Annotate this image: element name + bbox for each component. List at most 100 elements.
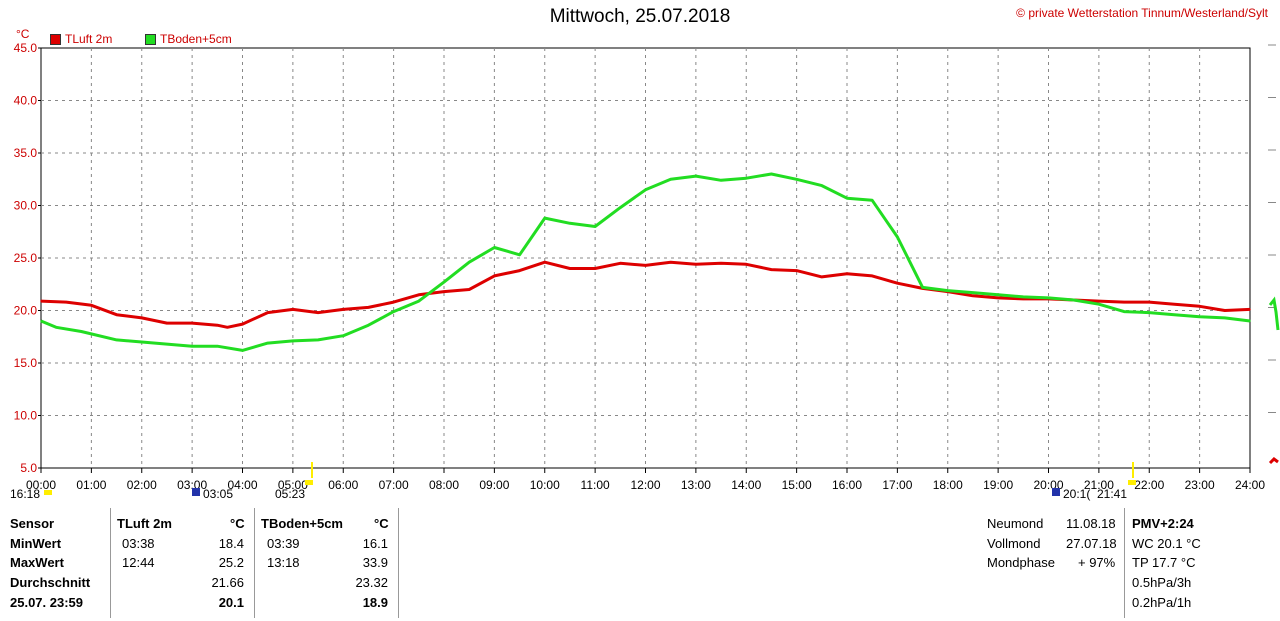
data-point-tboden	[896, 236, 899, 238]
data-point-tluft	[65, 301, 67, 303]
data-point-tboden	[392, 310, 395, 313]
x-tick-label: 09:00	[479, 478, 509, 492]
data-point-tboden	[644, 188, 647, 191]
stats-value: 21.66	[211, 575, 244, 590]
data-point-tboden	[846, 197, 848, 199]
data-point-tboden	[1022, 296, 1025, 298]
data-point-tboden	[1123, 310, 1125, 313]
data-point-tluft	[418, 293, 420, 296]
data-point-tboden	[216, 345, 219, 348]
x-tick-label: 21:00	[1084, 478, 1114, 492]
data-point-tboden	[997, 293, 999, 296]
data-point-tluft	[871, 275, 873, 277]
y-tick-label: 25.0	[14, 251, 38, 265]
stats-value: 25.2	[218, 555, 244, 570]
x-tick-label: 08:00	[429, 478, 459, 492]
data-point-tluft	[266, 311, 269, 314]
data-point-tboden	[1047, 297, 1050, 299]
y-tick-label: 5.0	[20, 461, 37, 475]
stats-value: 16.1	[362, 536, 388, 551]
data-point-tboden	[80, 330, 83, 333]
stats-time: 12:44	[122, 555, 155, 570]
sun-marker	[44, 490, 52, 495]
data-point-tboden	[342, 334, 345, 337]
x-tick-label: 16:00	[832, 478, 862, 492]
stats-header-tluft: TLuft 2m	[117, 516, 172, 531]
x-tick-label: 10:00	[530, 478, 560, 492]
x-tick-label: 00:00	[26, 478, 56, 492]
x-tick-label: 19:00	[983, 478, 1013, 492]
stats-time: 13:18	[267, 555, 300, 570]
data-point-tluft	[619, 262, 622, 265]
stats-time: 03:38	[122, 536, 155, 551]
data-point-tluft	[241, 323, 244, 325]
legend-swatch-green	[145, 33, 156, 45]
data-point-tboden	[1072, 299, 1075, 301]
legend-item-tluft: TLuft 2m	[50, 32, 112, 46]
data-point-tboden	[946, 289, 949, 292]
data-point-tboden	[795, 178, 798, 181]
data-point-tluft	[795, 269, 798, 272]
x-tick-label: 14:00	[731, 478, 761, 492]
moonset-marker	[192, 488, 200, 496]
data-point-tluft	[518, 269, 521, 272]
data-point-tluft	[644, 264, 647, 267]
stats-header-tboden-unit: °C	[374, 516, 389, 531]
legend-item-tboden: TBoden+5cm	[145, 32, 232, 46]
data-point-tluft	[392, 301, 395, 303]
line-chart: 45.0 40.0 35.0 30.0 25.0 20.0 15.0 10.0 5.0 00:00…	[14, 41, 1280, 496]
data-point-tboden	[418, 300, 420, 302]
data-point-tluft	[745, 263, 748, 266]
data-point-tboden	[292, 340, 294, 342]
moon-value: 11.08.18	[1066, 516, 1116, 531]
x-tick-label: 07:00	[379, 478, 409, 492]
start-time-label: 16:18	[10, 487, 41, 501]
data-point-tluft	[226, 326, 229, 329]
data-point-tluft	[1224, 309, 1226, 312]
data-point-tluft	[90, 304, 93, 307]
data-point-tluft	[569, 267, 571, 270]
stats-row-label: Durchschnitt	[10, 575, 91, 590]
data-point-tluft	[720, 262, 722, 265]
data-point-tluft	[443, 290, 445, 293]
data-point-tboden	[493, 246, 496, 249]
x-tick-label: 13:00	[681, 478, 711, 492]
data-point-tboden	[1224, 317, 1226, 319]
y-tick-label: 35.0	[14, 146, 38, 160]
data-point-tluft	[1249, 308, 1251, 311]
data-point-tluft	[1198, 305, 1201, 308]
data-point-tluft	[669, 261, 672, 264]
stats-time: 03:39	[267, 536, 300, 551]
data-point-tboden	[619, 206, 622, 209]
legend-swatch-red	[50, 33, 61, 45]
data-point-tboden	[669, 178, 672, 181]
data-point-tluft	[367, 306, 370, 309]
stats-value: 18.4	[218, 536, 244, 551]
data-point-tluft	[594, 267, 596, 270]
data-point-tboden	[1098, 303, 1100, 306]
x-tick-label: 22:00	[1134, 478, 1164, 492]
stats-value: 20.1	[218, 595, 244, 610]
edge-mark-green	[1268, 296, 1280, 331]
x-tick-label: 05:00	[278, 478, 308, 492]
data-point-tluft	[342, 308, 345, 311]
data-point-tboden	[1173, 313, 1176, 316]
stats-value: 18.9	[362, 595, 388, 610]
data-point-tluft	[317, 311, 319, 314]
data-point-tboden	[166, 343, 168, 345]
x-tick-label: 02:00	[127, 478, 157, 492]
data-point-tboden	[1249, 320, 1251, 322]
divider	[110, 508, 111, 618]
sunset-marker	[1052, 488, 1060, 496]
data-point-tboden	[468, 261, 470, 264]
data-point-tboden	[972, 291, 974, 294]
chart-title: Mittwoch, 25.07.2018	[549, 6, 731, 27]
data-point-tluft	[972, 295, 974, 297]
divider	[398, 508, 399, 618]
data-point-tluft	[1098, 300, 1100, 302]
data-point-tluft	[770, 268, 773, 271]
data-point-tboden	[443, 281, 445, 283]
pressure-trend-3h: 0.5hPa/3h	[1132, 575, 1192, 590]
moon-label: Mondphase	[987, 555, 1055, 570]
x-tick-label: 24:00	[1235, 478, 1265, 492]
